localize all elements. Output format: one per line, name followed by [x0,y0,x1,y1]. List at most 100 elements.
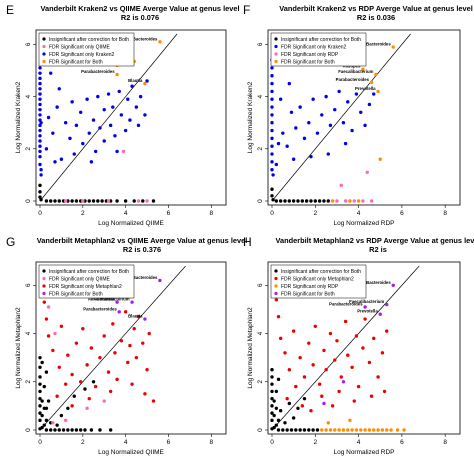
data-point [361,346,365,350]
data-point [102,334,106,338]
data-point [363,305,367,309]
data-point [276,377,281,382]
x-tick-label: 2 [81,439,85,446]
data-point [63,418,68,423]
y-axis-label: Log Normalized Kraken2 [15,81,22,153]
data-point [372,92,376,96]
data-point [78,428,83,432]
data-point [78,110,83,114]
data-point [134,355,139,360]
data-point [38,190,42,194]
data-point [115,72,119,77]
data-point [337,389,341,394]
x-tick-label: 0 [38,210,42,217]
data-point [96,199,100,203]
data-point [287,368,292,372]
data-point [143,317,147,321]
data-point [270,411,274,415]
legend-marker [274,59,278,64]
data-point [91,380,96,384]
data-point [350,365,354,369]
data-point [354,428,359,432]
data-point [61,428,66,432]
data-point [136,314,141,319]
point-annotation: Blautia [128,78,143,83]
y-tick-label: 2 [25,147,32,151]
data-point [38,134,42,138]
data-point [138,94,143,99]
data-point [348,418,352,423]
data-point [96,94,100,99]
data-point [143,81,147,86]
data-point [391,283,395,287]
data-point [89,428,94,432]
data-point [270,74,274,78]
data-point [123,199,128,203]
data-point [294,384,298,389]
data-point [40,360,44,365]
panel-title: Vanderbilt Metaphlan2 vs RDP Averge Valu… [275,236,474,245]
data-point [102,139,106,143]
data-point [320,113,324,117]
point-annotation: Parabacteroides [83,306,117,311]
data-point [361,199,365,203]
data-point [333,428,337,432]
x-tick-label: 4 [357,210,361,217]
data-point [281,428,285,432]
data-point [38,92,42,96]
y-tick-label: 6 [25,42,32,46]
data-point [356,199,361,203]
x-tick-label: 6 [167,210,171,217]
data-point [49,199,53,203]
data-point [113,134,117,138]
data-point [115,149,119,154]
data-point [38,113,42,117]
data-point [123,310,128,314]
data-point [313,324,317,328]
data-point [44,418,49,423]
legend: Insignificant after correction for BothF… [38,32,135,67]
data-point [53,331,57,336]
data-point [111,105,115,109]
panel-letter: H [243,235,252,249]
x-tick-label: 2 [313,210,317,217]
data-point [59,157,64,161]
data-point [363,428,367,432]
data-point [106,199,111,203]
data-point [42,300,46,304]
data-point [57,87,61,91]
data-point [38,411,42,415]
data-point [68,136,72,141]
data-point [350,428,354,432]
data-point [291,157,296,161]
legend-marker [42,52,46,56]
data-point [328,123,333,128]
legend-label: FDR Significant only QIIME [49,44,111,50]
data-point [40,413,44,418]
data-point [98,355,102,360]
data-point [270,389,274,394]
data-point [72,394,76,398]
legend-marker [274,37,278,41]
data-point [98,126,102,130]
data-point [70,428,74,432]
data-point [341,380,346,384]
data-point [270,194,274,198]
data-point [274,423,279,427]
data-point [111,322,115,326]
panel-subtitle: R2 is [369,245,387,254]
data-point [320,428,324,432]
data-point [274,406,279,410]
data-point [302,375,307,379]
data-point [330,199,335,203]
data-point [38,139,42,143]
legend-marker [274,291,278,296]
data-point [117,310,121,314]
data-point [367,360,372,365]
data-point [324,368,328,372]
data-point [307,341,311,345]
data-point [38,195,42,199]
data-point [40,399,44,403]
data-point [372,336,376,341]
